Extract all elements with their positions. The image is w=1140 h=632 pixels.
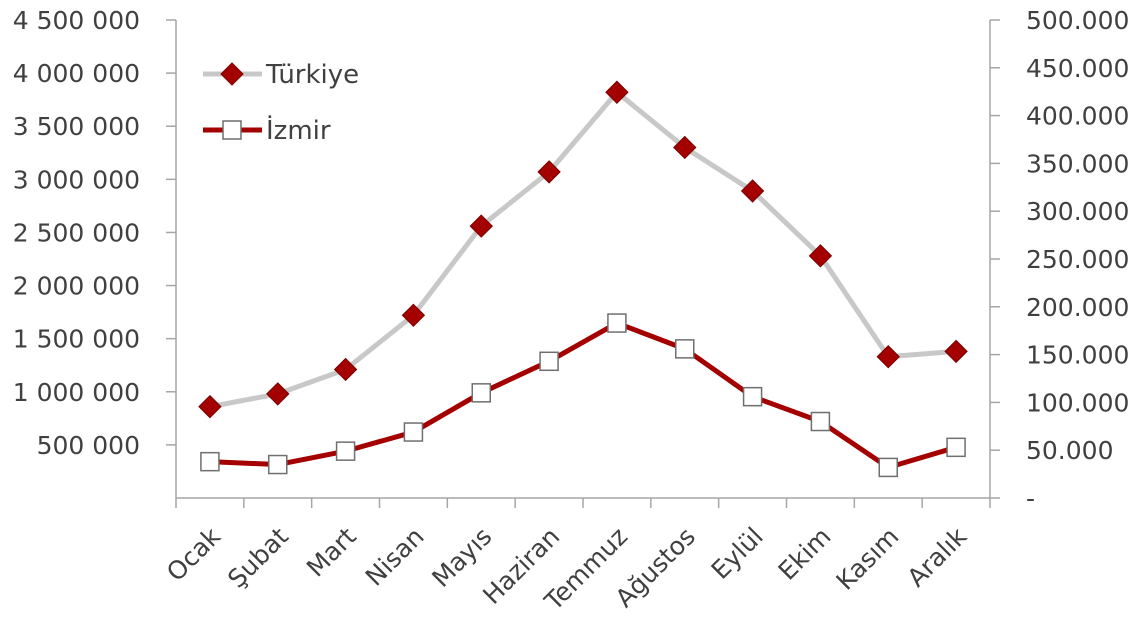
data-point-marker	[740, 179, 765, 203]
data-point-marker	[198, 394, 222, 419]
data-point-marker	[333, 357, 358, 382]
data-point-marker	[673, 135, 697, 160]
x-tick-label: Ocak	[161, 521, 227, 587]
axes	[175, 20, 991, 499]
data-point-marker	[808, 244, 833, 268]
left-tick-label: 2 500 000	[13, 218, 140, 247]
data-point-marker	[810, 411, 831, 432]
data-point-marker	[268, 454, 288, 475]
right-tick-label: 450.000	[1026, 54, 1129, 83]
x-tick-label: Ekim	[773, 522, 837, 586]
right-tick-label: 150.000	[1026, 341, 1129, 370]
x-tick-label: Kasım	[831, 522, 905, 596]
left-tick-label: 2 000 000	[13, 272, 140, 301]
right-tick-label: 100.000	[1026, 388, 1129, 417]
x-tick-label: Eylül	[706, 522, 769, 585]
x-tick-label: Aralık	[902, 521, 973, 592]
left-tick-label: 1 000 000	[13, 378, 140, 407]
right-y-ticks: - 50.000 100.000 150.000 200.000 250.000 300.0…	[990, 6, 1129, 513]
left-tick-label: 4 000 000	[13, 59, 140, 88]
left-tick-label: 500 000	[37, 431, 140, 460]
series-izmir	[200, 313, 966, 478]
left-tick-label: 3 500 000	[13, 112, 140, 141]
data-point-marker	[605, 80, 629, 104]
data-point-marker	[944, 339, 968, 364]
legend-label: İzmir	[266, 114, 331, 146]
legend-swatch-marker	[222, 120, 242, 140]
series-line	[207, 89, 959, 410]
data-point-marker	[675, 339, 695, 359]
legend-swatch-marker	[220, 62, 244, 86]
right-tick-label: 400.000	[1026, 102, 1129, 131]
data-point-marker	[946, 437, 966, 458]
right-tick-label: 300.000	[1026, 197, 1129, 226]
data-point-marker	[403, 422, 424, 442]
data-point-marker	[539, 351, 559, 372]
data-point-marker	[200, 451, 220, 472]
right-tick-label: -	[1026, 484, 1035, 513]
data-point-marker	[537, 160, 561, 184]
right-tick-label: 350.000	[1026, 149, 1129, 178]
data-point-marker	[876, 345, 900, 369]
x-tick-label: Şubat	[222, 522, 294, 594]
right-tick-label: 50.000	[1026, 436, 1113, 465]
series-line	[207, 320, 959, 470]
series-turkiye	[198, 80, 968, 419]
left-tick-label: 4 500 000	[13, 6, 140, 35]
right-tick-label: 250.000	[1026, 245, 1129, 274]
data-point-marker	[607, 313, 627, 333]
legend-label: Türkiye	[265, 60, 359, 90]
data-point-marker	[266, 382, 290, 406]
left-y-ticks: 500 000 1 000 000 1 500 000 2 000 000 2 500 …	[13, 6, 176, 460]
left-tick-label: 3 000 000	[13, 165, 140, 194]
legend: Türkiye İzmir	[203, 60, 359, 146]
left-tick-label: 1 500 000	[13, 325, 140, 354]
data-point-marker	[469, 214, 493, 238]
right-tick-label: 500.000	[1026, 6, 1129, 35]
data-point-marker	[335, 441, 356, 461]
x-tick-label: Nisan	[360, 522, 430, 592]
legend-item: Türkiye	[203, 60, 359, 90]
data-point-marker	[878, 457, 898, 478]
data-point-marker	[471, 383, 491, 403]
data-point-marker	[401, 303, 426, 328]
legend-item: İzmir	[203, 114, 331, 146]
series-layer	[198, 80, 968, 478]
data-point-marker	[742, 386, 763, 407]
right-tick-label: 200.000	[1026, 293, 1129, 322]
x-tick-label: Mart	[301, 522, 362, 583]
